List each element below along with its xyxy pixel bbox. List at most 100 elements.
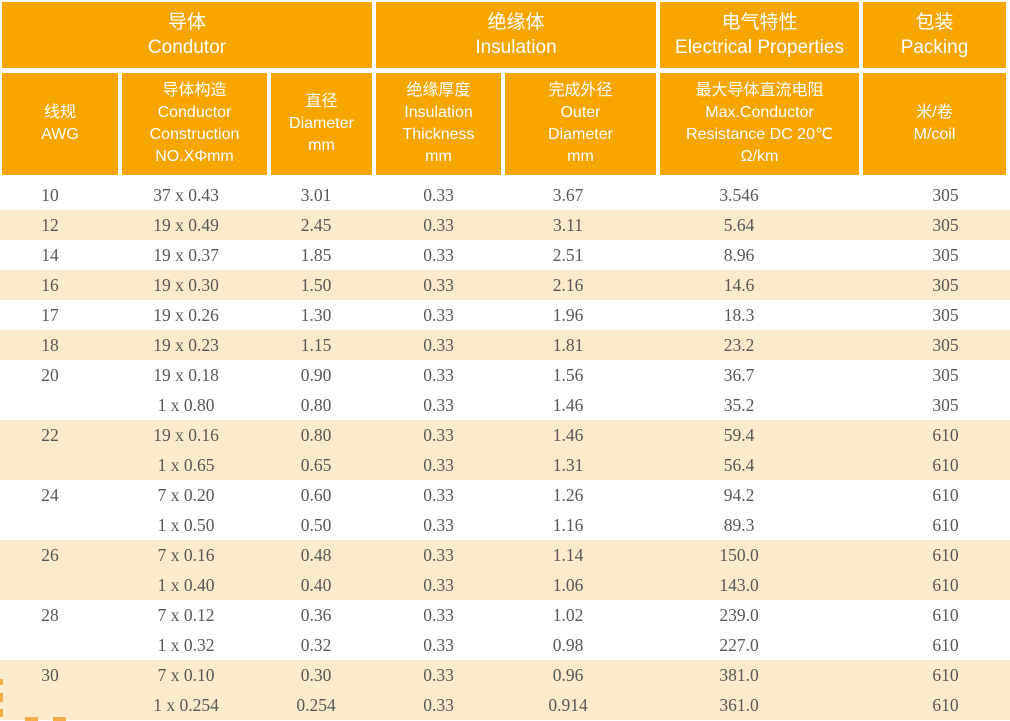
column-group-header: 导体 Condutor bbox=[2, 2, 372, 68]
column-group-header: 绝缘体 Insulation bbox=[376, 2, 656, 68]
cell-diameter: 0.80 bbox=[300, 394, 332, 415]
cell-outer_diameter: 1.26 bbox=[552, 484, 584, 505]
cell-packing: 305 bbox=[932, 244, 959, 265]
cell-diameter: 2.45 bbox=[300, 214, 332, 235]
table-row: 12 19 x 0.49 2.45 0.33 3.11 5.64 305 bbox=[0, 210, 1010, 240]
cell-construction: 19 x 0.23 bbox=[153, 334, 219, 355]
cell-diameter: 0.80 bbox=[300, 424, 332, 445]
cell-construction: 1 x 0.50 bbox=[157, 514, 215, 535]
cell-outer_diameter: 1.56 bbox=[552, 364, 584, 385]
cell-insulation_thickness: 0.33 bbox=[423, 454, 454, 475]
cell-construction: 1 x 0.40 bbox=[157, 574, 215, 595]
column-header-line: Conductor bbox=[157, 104, 232, 121]
cell-awg: 16 bbox=[41, 274, 59, 295]
cell-packing: 305 bbox=[932, 184, 959, 205]
cell-awg: 14 bbox=[41, 244, 59, 265]
cell-resistance: 56.4 bbox=[723, 454, 755, 475]
cell-construction: 37 x 0.43 bbox=[153, 184, 219, 205]
cell-diameter: 1.15 bbox=[300, 334, 332, 355]
cell-resistance: 227.0 bbox=[719, 634, 759, 655]
cell-insulation_thickness: 0.33 bbox=[423, 304, 454, 325]
cell-insulation_thickness: 0.33 bbox=[423, 484, 454, 505]
cell-awg: 17 bbox=[41, 304, 59, 325]
cell-insulation_thickness: 0.33 bbox=[423, 244, 454, 265]
cell-construction: 19 x 0.16 bbox=[153, 424, 219, 445]
decorative-dash bbox=[0, 679, 3, 685]
cell-construction: 1 x 0.254 bbox=[153, 694, 219, 715]
table-row: 10 37 x 0.43 3.01 0.33 3.67 3.546 305 bbox=[0, 180, 1010, 210]
cell-diameter: 0.48 bbox=[300, 544, 332, 565]
cell-awg bbox=[0, 690, 120, 720]
cell-construction: 19 x 0.26 bbox=[153, 304, 219, 325]
cell-packing: 610 bbox=[932, 544, 959, 565]
column-header-line: 完成外径 bbox=[548, 82, 613, 99]
cell-packing: 610 bbox=[932, 454, 959, 475]
column-header-line: Insulation bbox=[404, 104, 473, 121]
cell-outer_diameter: 0.914 bbox=[548, 694, 588, 715]
cell-resistance: 59.4 bbox=[723, 424, 755, 445]
column-header-line: Diameter bbox=[548, 126, 613, 143]
cell-resistance: 89.3 bbox=[723, 514, 755, 535]
cell-outer_diameter: 3.11 bbox=[553, 214, 583, 235]
decorative-dash bbox=[25, 717, 38, 721]
column-header-awg: 线规 AWG bbox=[2, 73, 118, 175]
cell-construction: 19 x 0.37 bbox=[153, 244, 219, 265]
cell-insulation_thickness: 0.33 bbox=[423, 604, 454, 625]
column-group-header: 包装 Packing bbox=[863, 2, 1006, 68]
cell-diameter: 3.01 bbox=[300, 184, 332, 205]
table-row: 1 x 0.40 0.40 0.33 1.06 143.0 610 bbox=[0, 570, 1010, 600]
cell-awg: 10 bbox=[41, 184, 59, 205]
cell-awg: 12 bbox=[41, 214, 59, 235]
column-header-line: mm bbox=[308, 137, 335, 154]
table-row: 24 7 x 0.20 0.60 0.33 1.26 94.2 610 bbox=[0, 480, 1010, 510]
table-row: 1 x 0.32 0.32 0.33 0.98 227.0 610 bbox=[0, 630, 1010, 660]
cell-packing: 610 bbox=[932, 484, 959, 505]
cell-packing: 610 bbox=[932, 424, 959, 445]
cell-insulation_thickness: 0.33 bbox=[423, 424, 454, 445]
cell-awg bbox=[0, 450, 120, 480]
table-row: 30 7 x 0.10 0.30 0.33 0.96 381.0 610 bbox=[0, 660, 1010, 690]
column-header-resistance: 最大导体直流电阻 Max.Conductor Resistance DC 20℃ Ω/… bbox=[660, 73, 859, 175]
cell-awg: 26 bbox=[41, 544, 59, 565]
cell-outer_diameter: 1.06 bbox=[552, 574, 584, 595]
column-header-line: mm bbox=[567, 148, 594, 165]
table-row: 20 19 x 0.18 0.90 0.33 1.56 36.7 305 bbox=[0, 360, 1010, 390]
table-row: 28 7 x 0.12 0.36 0.33 1.02 239.0 610 bbox=[0, 600, 1010, 630]
table-body: 10 37 x 0.43 3.01 0.33 3.67 3.546 305 12 19 x 0.… bbox=[0, 180, 1010, 720]
column-header-construction: 导体构造 Conductor Construction NO.XΦmm bbox=[122, 73, 267, 175]
cell-insulation_thickness: 0.33 bbox=[423, 544, 454, 565]
cell-insulation_thickness: 0.33 bbox=[423, 364, 454, 385]
cell-awg bbox=[0, 510, 120, 540]
cell-resistance: 8.96 bbox=[723, 244, 755, 265]
cell-insulation_thickness: 0.33 bbox=[423, 694, 454, 715]
cell-resistance: 94.2 bbox=[723, 484, 755, 505]
cell-resistance: 239.0 bbox=[719, 604, 759, 625]
cell-packing: 610 bbox=[932, 694, 959, 715]
group-title-zh: 绝缘体 bbox=[487, 12, 545, 33]
cell-insulation_thickness: 0.33 bbox=[423, 664, 454, 685]
table-row: 22 19 x 0.16 0.80 0.33 1.46 59.4 610 bbox=[0, 420, 1010, 450]
cell-outer_diameter: 3.67 bbox=[552, 184, 584, 205]
cell-awg: 28 bbox=[41, 604, 59, 625]
table-row: 14 19 x 0.37 1.85 0.33 2.51 8.96 305 bbox=[0, 240, 1010, 270]
column-header-line: 绝缘厚度 bbox=[406, 82, 471, 99]
group-title-en: Packing bbox=[900, 37, 969, 58]
cell-outer_diameter: 0.96 bbox=[552, 664, 584, 685]
column-header-line: 导体构造 bbox=[162, 82, 227, 99]
cell-resistance: 361.0 bbox=[719, 694, 759, 715]
cell-awg: 24 bbox=[41, 484, 59, 505]
cell-awg: 22 bbox=[41, 424, 59, 445]
table-row: 1 x 0.80 0.80 0.33 1.46 35.2 305 bbox=[0, 390, 1010, 420]
cell-packing: 305 bbox=[932, 274, 959, 295]
column-header-line: M/coil bbox=[913, 126, 956, 143]
cell-packing: 305 bbox=[932, 364, 959, 385]
cell-awg: 20 bbox=[41, 364, 59, 385]
cell-diameter: 0.40 bbox=[300, 574, 332, 595]
cell-outer_diameter: 0.98 bbox=[552, 634, 584, 655]
table-row: 18 19 x 0.23 1.15 0.33 1.81 23.2 305 bbox=[0, 330, 1010, 360]
column-header-line: NO.XΦmm bbox=[155, 148, 234, 165]
decorative-dash bbox=[0, 693, 3, 702]
column-header-line: Diameter bbox=[289, 115, 354, 132]
cell-insulation_thickness: 0.33 bbox=[423, 394, 454, 415]
cell-packing: 610 bbox=[932, 514, 959, 535]
